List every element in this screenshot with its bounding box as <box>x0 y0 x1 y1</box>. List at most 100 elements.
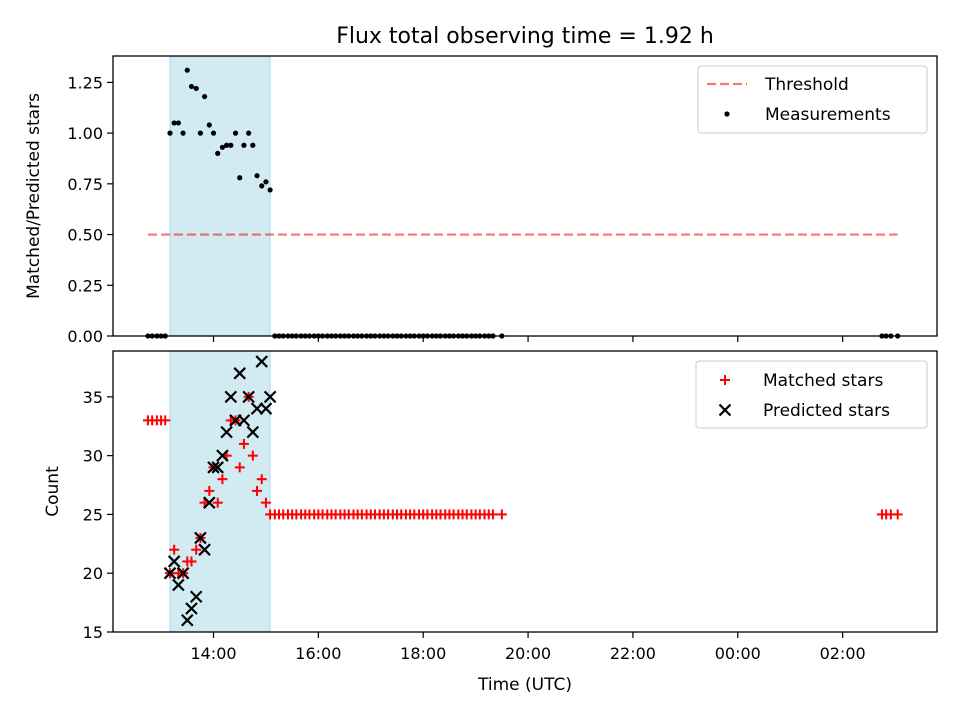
predicted-star-point <box>263 390 277 404</box>
y-tick-label: 30 <box>83 447 103 466</box>
y-tick-label: 20 <box>83 564 103 583</box>
matched-star-point <box>160 415 171 426</box>
measurement-point <box>171 120 177 126</box>
measurement-point <box>228 142 234 148</box>
x-stroke-b <box>207 461 220 474</box>
y-tick-label: 35 <box>83 388 103 407</box>
y-tick-label: 15 <box>83 623 103 642</box>
chart-title: Flux total observing time = 1.92 h <box>336 24 714 49</box>
measurement-point <box>193 85 199 92</box>
measurement-point <box>232 130 239 136</box>
matched-star-point <box>252 485 263 496</box>
predicted-star-point <box>224 390 238 404</box>
legend-predicted-label: Predicted stars <box>763 401 890 421</box>
predicted-star-point <box>207 461 220 474</box>
predicted-star-point <box>250 402 264 415</box>
count-y-ticks: 15 20 25 30 35 <box>83 388 113 642</box>
x-stroke-b <box>203 496 216 509</box>
y-tick-label: 0.00 <box>67 327 103 346</box>
measurement-point <box>254 173 260 179</box>
x-stroke-b <box>176 566 190 580</box>
observing-span <box>169 55 271 337</box>
x-stroke-b <box>259 402 273 415</box>
predicted-star-point <box>185 602 198 615</box>
predicted-star-point <box>211 461 224 474</box>
x-stroke-b <box>163 566 177 580</box>
predicted-star-point <box>194 531 207 545</box>
count-legend: Matched stars Predicted stars <box>695 360 928 429</box>
matched-star-point <box>191 544 202 555</box>
x-stroke-b <box>246 425 260 439</box>
measurement-point <box>206 122 212 128</box>
measurement-point <box>263 179 269 185</box>
ratio-y-axis-label: Matched/Predicted stars <box>24 93 44 299</box>
matched-star-point <box>247 450 258 461</box>
measurement-point <box>250 142 256 148</box>
x-tick-label: 14:00 <box>190 644 236 663</box>
x-stroke-b <box>198 543 211 556</box>
predicted-star-point <box>216 449 229 462</box>
y-tick-label: 1.00 <box>67 124 103 143</box>
ratio-plot-frame <box>112 55 938 337</box>
measurement-point <box>210 130 217 136</box>
y-tick-label: 1.25 <box>67 73 103 92</box>
x-tick-label: 00:00 <box>715 644 761 663</box>
matched-star-point <box>892 509 903 520</box>
measurement-point <box>224 142 230 148</box>
matched-star-point <box>238 438 249 449</box>
predicted-star-point <box>176 566 190 580</box>
count-plot-frame <box>112 350 938 633</box>
matched-star-point <box>496 509 507 520</box>
measurement-point <box>241 142 247 148</box>
x-stroke-b <box>216 449 229 462</box>
y-tick-label: 0.50 <box>67 226 103 245</box>
x-axis-label: Time (UTC) <box>477 675 572 695</box>
x-tick-label: 02:00 <box>820 644 866 663</box>
x-stroke-b <box>263 390 277 404</box>
measurement-point <box>267 187 273 193</box>
predicted-star-point <box>181 613 194 627</box>
legend-threshold-label: Threshold <box>764 75 849 95</box>
predicted-star-point <box>167 555 181 568</box>
predicted-star-point <box>220 425 233 439</box>
predicted-star-point <box>189 590 203 604</box>
ratio-legend: Threshold Measurements <box>697 65 928 134</box>
x-stroke-b <box>250 402 264 415</box>
legend-box <box>695 360 928 429</box>
matched-star-point <box>260 497 271 508</box>
ratio-y-ticks: 0.00 0.25 0.50 0.75 1.00 1.25 <box>67 73 113 346</box>
predicted-star-point <box>259 402 273 415</box>
measurement-point <box>180 130 186 136</box>
x-stroke-b <box>189 590 203 604</box>
predicted-star-point <box>255 355 269 368</box>
x-stroke-b <box>224 390 238 404</box>
predicted-star-point <box>246 425 260 439</box>
measurement-point <box>201 93 208 100</box>
x-stroke-b <box>237 414 251 427</box>
measurement-point <box>237 175 243 181</box>
legend-measurements-swatch <box>724 111 730 117</box>
predicted-star-point <box>237 414 251 427</box>
x-stroke-b <box>255 355 269 368</box>
matched-star-point <box>256 474 267 485</box>
matched-star-point <box>217 474 228 485</box>
measurement-point <box>184 67 190 73</box>
matched-star-point <box>186 556 197 567</box>
x-tick-label: 16:00 <box>295 644 341 663</box>
measurement-point <box>219 144 226 150</box>
observing-window-span <box>169 55 271 337</box>
matched-star-point <box>204 485 215 496</box>
measurement-point <box>215 150 221 156</box>
x-stroke-b <box>172 578 185 592</box>
measurement-point <box>259 183 265 189</box>
legend-box <box>697 65 928 134</box>
x-stroke-b <box>181 613 194 627</box>
x-stroke-b <box>242 390 255 404</box>
legend-matched-label: Matched stars <box>763 371 883 391</box>
matched-star-point <box>169 544 180 555</box>
measurement-point <box>175 120 181 126</box>
x-stroke-b <box>233 367 246 380</box>
count-y-axis-label: Count <box>43 466 63 517</box>
x-stroke-b <box>220 425 233 439</box>
